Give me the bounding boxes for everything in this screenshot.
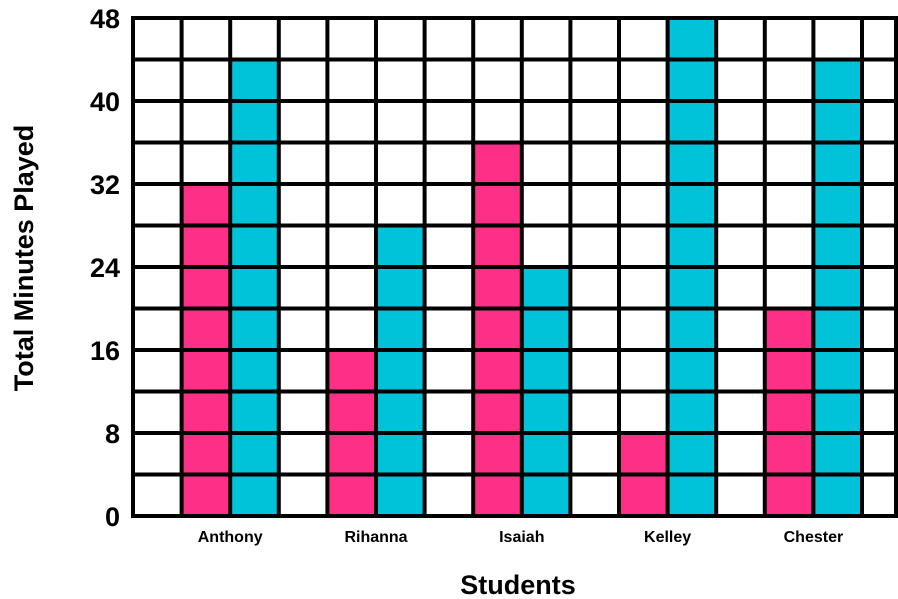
category-label-isaiah: Isaiah (499, 529, 544, 546)
category-label-anthony: Anthony (198, 529, 263, 546)
y-tick-labels: 0 8 16 24 32 40 48 (90, 4, 120, 532)
x-axis-title: Students (460, 570, 576, 599)
y-tick-label: 48 (90, 4, 120, 34)
bar-rihanna-blue (376, 225, 425, 516)
y-tick-label: 16 (90, 336, 120, 366)
category-label-chester: Chester (784, 529, 844, 546)
x-category-labels: Anthony Rihanna Isaiah Kelley Chester (198, 529, 843, 546)
y-axis-title: Total Minutes Played (9, 125, 39, 392)
y-tick-label: 24 (90, 253, 120, 283)
category-label-rihanna: Rihanna (344, 529, 407, 546)
category-label-kelley: Kelley (644, 529, 691, 546)
y-tick-label: 8 (105, 419, 120, 449)
y-tick-label: 32 (90, 170, 120, 200)
y-tick-label: 40 (90, 87, 120, 117)
grid-layer (131, 16, 898, 518)
bar-isaiah-pink (473, 142, 522, 516)
y-tick-label: 0 (105, 502, 120, 532)
bar-chester-blue (813, 59, 862, 516)
bar-chester-pink (764, 308, 814, 516)
bar-anthony-blue (230, 59, 279, 516)
